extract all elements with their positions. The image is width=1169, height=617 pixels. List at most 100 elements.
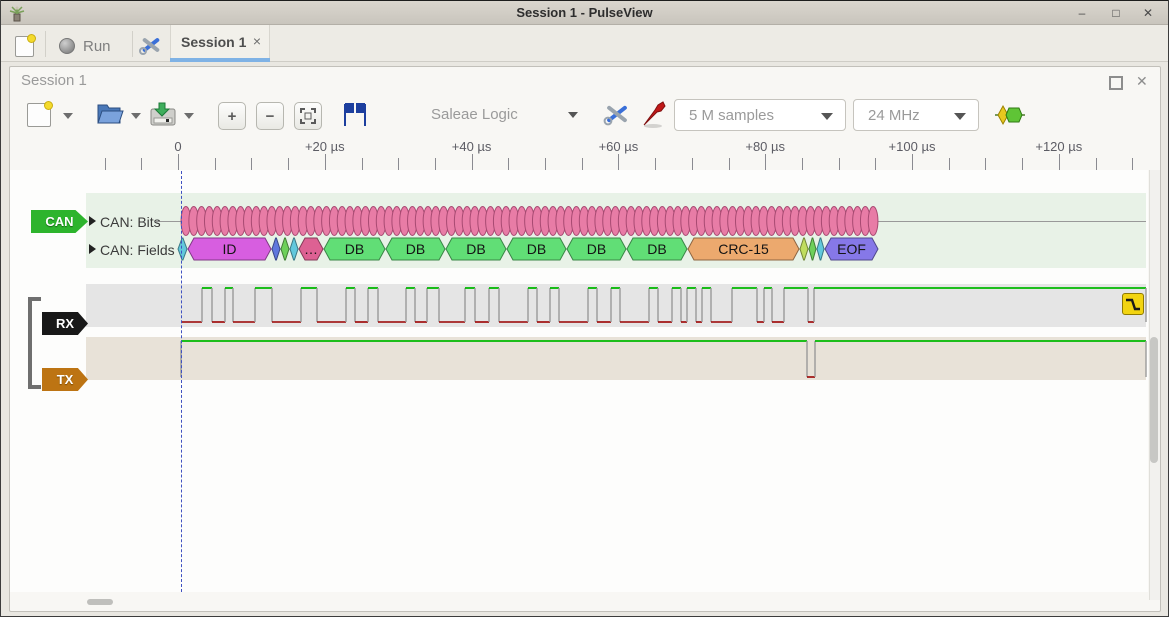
active-tab-indicator [170, 58, 270, 62]
zoom-fit-icon [300, 108, 316, 124]
ruler-minor-tick [948, 158, 950, 170]
can-field-annotation[interactable] [626, 237, 688, 261]
ruler-major-tick [618, 154, 620, 170]
open-button[interactable] [96, 101, 124, 127]
decoder-tag-can[interactable]: CAN [31, 210, 88, 233]
can-field-annotation[interactable] [280, 237, 290, 261]
can-field-annotation[interactable] [323, 237, 386, 261]
can-field-label: DB [466, 241, 485, 257]
device-options-icon[interactable] [603, 102, 631, 128]
trigger-marker[interactable] [1122, 293, 1144, 315]
chevron-down-icon [954, 113, 966, 120]
zoom-in-icon: + [227, 107, 237, 125]
ruler-minor-tick [251, 158, 253, 170]
new-session-icon [15, 34, 36, 57]
zoom-out-button[interactable]: − [256, 102, 284, 130]
ruler-minor-tick [985, 158, 987, 170]
ruler-minor-tick [838, 158, 840, 170]
cursors-icon[interactable] [341, 102, 369, 128]
ruler-minor-tick [288, 158, 290, 170]
titlebar[interactable]: Session 1 - PulseView – □ ✕ [1, 0, 1168, 25]
can-field-annotation[interactable] [824, 237, 879, 261]
sample-rate-select[interactable]: 24 MHz [853, 99, 979, 131]
ruler-label: +60 µs [598, 139, 639, 154]
can-field-annotation[interactable] [506, 237, 567, 261]
save-button[interactable] [149, 101, 177, 127]
can-field-annotation[interactable] [816, 237, 825, 261]
zoom-in-button[interactable]: + [218, 102, 246, 130]
decoder-row-label-fields: CAN: Fields [100, 242, 175, 258]
vertical-scrollbar-thumb[interactable] [1150, 337, 1158, 463]
can-field-annotation[interactable] [687, 237, 800, 261]
close-button[interactable]: ✕ [1142, 6, 1154, 20]
can-field-annotation[interactable] [445, 237, 507, 261]
ruler-minor-tick [398, 158, 400, 170]
zoom-fit-button[interactable] [294, 102, 322, 130]
can-field-annotation[interactable] [566, 237, 627, 261]
tab-label: Session 1 [181, 34, 247, 50]
ruler-major-tick [912, 154, 913, 170]
can-field-label: ID [223, 241, 237, 257]
expand-arrow-icon[interactable] [89, 216, 96, 226]
maximize-button[interactable]: □ [1112, 6, 1120, 20]
sample-count-select[interactable]: 5 M samples [674, 99, 846, 131]
minimize-button[interactable]: – [1078, 6, 1086, 20]
open-dropdown-arrow[interactable] [131, 113, 141, 119]
ruler-major-tick [765, 154, 767, 170]
new-file-dropdown-arrow[interactable] [63, 113, 73, 119]
save-dropdown-arrow[interactable] [184, 113, 194, 119]
rx-signal-band[interactable] [86, 284, 1146, 327]
new-file-button[interactable] [27, 100, 53, 130]
new-file-icon [27, 101, 53, 127]
tab-close-icon[interactable]: × [252, 33, 261, 49]
device-select[interactable]: Saleae Logic [431, 106, 578, 123]
can-field-label: DB [406, 241, 425, 257]
can-field-label: CRC-15 [718, 241, 769, 257]
tab-session-1[interactable]: Session 1 × [170, 25, 270, 61]
can-field-annotation[interactable] [289, 237, 299, 261]
can-field-annotation[interactable] [808, 237, 817, 261]
horizontal-scrollbar-thumb[interactable] [87, 599, 113, 605]
ruler-minor-tick [104, 158, 106, 170]
run-icon [59, 38, 75, 54]
signal-tag-rx[interactable]: RX [42, 312, 88, 335]
tx-waveform [180, 340, 1147, 378]
ruler-label: +40 µs [451, 139, 492, 154]
run-label: Run [83, 37, 111, 55]
can-field-annotation[interactable] [177, 237, 188, 261]
can-bits-annotations [180, 206, 879, 236]
ruler-minor-tick [728, 158, 730, 170]
ruler-minor-tick [875, 158, 877, 170]
channels-probe-icon[interactable] [641, 100, 667, 128]
can-field-annotation[interactable] [799, 237, 809, 261]
can-field-label: EOF [837, 241, 866, 257]
settings-icon[interactable] [139, 34, 163, 56]
tx-signal-band[interactable] [86, 337, 1146, 380]
restore-icon[interactable] [1109, 76, 1123, 90]
run-button[interactable]: Run [59, 33, 129, 59]
can-field-annotation[interactable] [187, 237, 272, 261]
chevron-down-icon [567, 111, 578, 118]
ruler-minor-tick [508, 158, 510, 170]
add-decoder-icon[interactable] [995, 104, 1025, 126]
can-field-label: DB [587, 241, 606, 257]
can-field-annotation[interactable] [385, 237, 446, 261]
subwindow-close-icon[interactable]: ✕ [1136, 73, 1148, 89]
new-session-button[interactable] [15, 34, 36, 57]
can-field-annotation[interactable] [298, 237, 324, 261]
sample-rate-value: 24 MHz [868, 107, 920, 124]
time-zero-cursor[interactable] [181, 171, 182, 592]
zoom-out-icon: − [265, 107, 275, 125]
signal-tag-tx[interactable]: TX [42, 368, 88, 391]
can-field-annotation[interactable] [271, 237, 281, 261]
ruler-minor-tick [1095, 158, 1097, 170]
sample-count-value: 5 M samples [689, 107, 775, 124]
expand-arrow-icon[interactable] [89, 244, 96, 254]
toolbar-separator [132, 31, 133, 57]
ruler-label: +80 µs [745, 139, 786, 154]
toolbar-separator [45, 31, 46, 57]
channel-group-bracket[interactable] [28, 297, 41, 389]
can-field-label: … [304, 241, 318, 257]
